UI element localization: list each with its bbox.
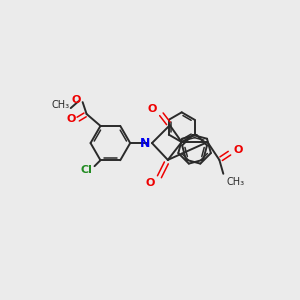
Text: O: O [66,114,75,124]
Text: CH₃: CH₃ [52,100,70,110]
Text: N: N [140,136,150,150]
Text: CH₃: CH₃ [226,177,244,187]
Text: O: O [72,95,81,105]
Text: O: O [147,104,157,114]
Text: O: O [233,145,243,155]
Text: O: O [145,178,155,188]
Text: Cl: Cl [81,165,92,175]
